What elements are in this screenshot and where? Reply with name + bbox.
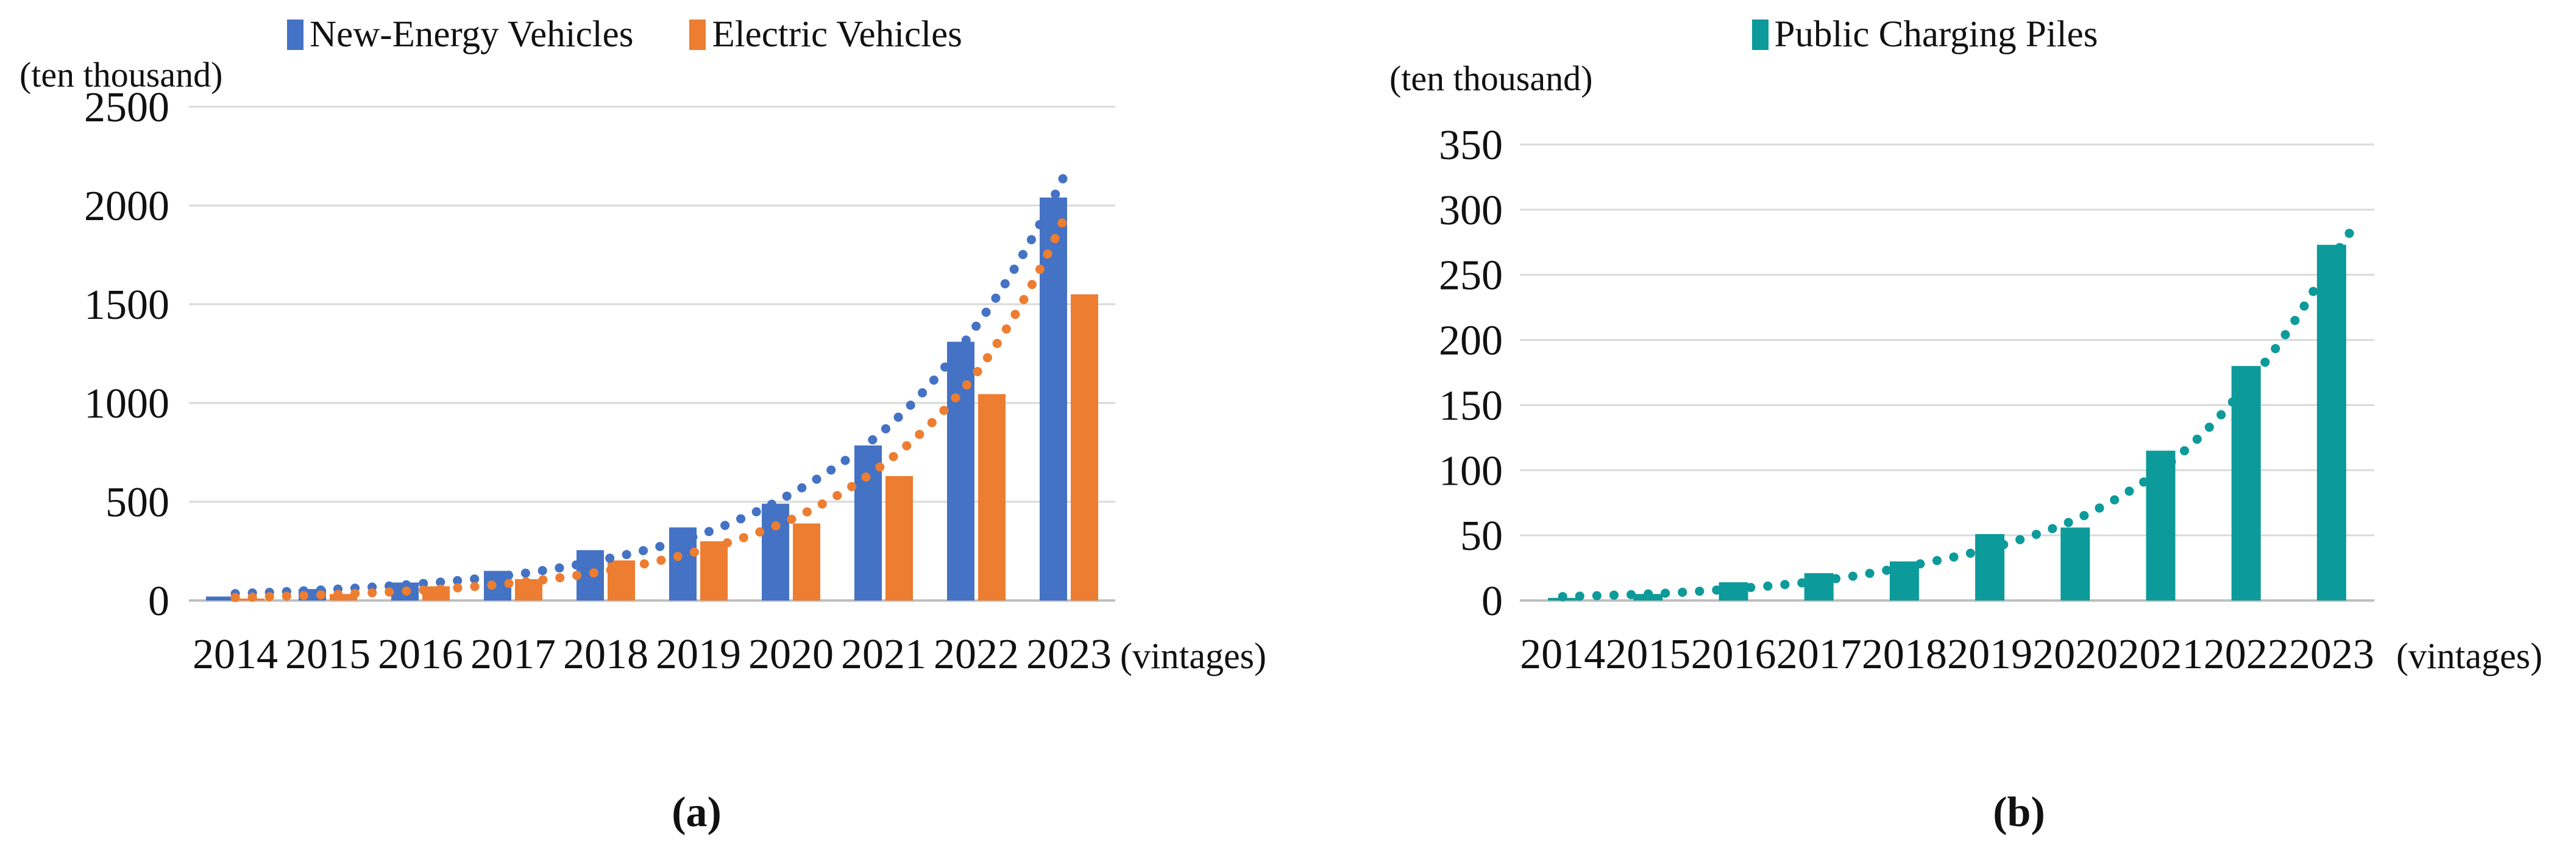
x-tick-label-2017: 2017 — [470, 631, 556, 678]
bar-public-charging-piles-2023 — [2316, 244, 2346, 601]
y-tick-label: 50 — [1460, 513, 1503, 560]
x-tick-label-2020: 2020 — [2032, 631, 2118, 678]
y-tick-label: 150 — [1439, 382, 1503, 429]
bar-new-energy-vehicles-2020 — [762, 504, 789, 601]
x-tick-label-2017: 2017 — [1776, 631, 1862, 678]
y-tick-label: 2000 — [84, 183, 169, 230]
bar-electric-vehicles-2021 — [885, 476, 913, 601]
y-tick-label: 500 — [105, 479, 169, 526]
y-tick-label: 250 — [1439, 252, 1503, 299]
bar-electric-vehicles-2020 — [793, 523, 820, 601]
x-tick-label-2016: 2016 — [378, 631, 463, 678]
bar-public-charging-piles-2020 — [2060, 527, 2090, 601]
y-tick-label: 200 — [1439, 318, 1503, 365]
x-tick-label-2022: 2022 — [934, 631, 1019, 678]
y-tick-label: 300 — [1439, 187, 1503, 234]
x-tick-label-2022: 2022 — [2204, 631, 2289, 678]
y-tick-label: 2500 — [84, 84, 169, 131]
x-tick-label-2015: 2015 — [1605, 631, 1691, 678]
x-tick-label-2023: 2023 — [2289, 631, 2374, 678]
legend-item-electric-vehicles: Electric Vehicles — [689, 16, 962, 53]
bar-new-energy-vehicles-2022 — [947, 341, 974, 601]
x-tick-label-2014: 2014 — [1520, 631, 1605, 678]
bar-new-energy-vehicles-2021 — [854, 445, 882, 601]
x-tick-label-2019: 2019 — [656, 631, 741, 678]
legend-item-public-charging-piles: Public Charging Piles — [1751, 14, 2098, 55]
x-tick-label-2018: 2018 — [1862, 631, 1947, 678]
x-tick-label-2019: 2019 — [1947, 631, 2032, 678]
y-axis-unit-label-b: (ten thousand) — [1389, 59, 1593, 98]
caption-b: (b) — [1993, 789, 2045, 836]
bar-electric-vehicles-2015 — [330, 594, 357, 601]
legend-label: Electric Vehicles — [712, 14, 962, 55]
y-tick-label: 1000 — [84, 380, 169, 427]
chart-panel-a: New-Energy Vehicles Electric Vehicles (te… — [18, 0, 1316, 762]
y-tick-label: 100 — [1439, 447, 1503, 494]
legend-item-new-energy-vehicles: New-Energy Vehicles — [287, 16, 633, 53]
bar-electric-vehicles-2022 — [978, 394, 1006, 601]
x-tick-label-2020: 2020 — [748, 631, 834, 678]
legend-marker-icon — [1751, 19, 1769, 50]
legend-label: Public Charging Piles — [1774, 14, 2098, 55]
legend-marker-icon — [287, 19, 304, 50]
bar-public-charging-piles-2022 — [2231, 366, 2261, 601]
bar-new-energy-vehicles-2023 — [1040, 198, 1067, 601]
x-tick-label-2021: 2021 — [841, 631, 926, 678]
x-tick-label-2015: 2015 — [285, 631, 371, 678]
x-tick-label-2021: 2021 — [2118, 631, 2204, 678]
x-tick-label-2018: 2018 — [563, 631, 648, 678]
y-tick-label: 350 — [1439, 122, 1503, 169]
x-axis-suffix-label: (vintages) — [1120, 636, 1266, 676]
y-tick-label: 0 — [1481, 578, 1503, 625]
y-tick-label: 1500 — [84, 282, 169, 329]
y-axis-unit-label-a: (ten thousand) — [20, 55, 223, 94]
x-axis-suffix-label: (vintages) — [2396, 636, 2542, 676]
legend-label: New-Energy Vehicles — [310, 14, 634, 55]
trendline-public-charging-piles — [1558, 216, 2362, 602]
x-tick-label-2023: 2023 — [1026, 631, 1112, 678]
legend-a: New-Energy Vehicles Electric Vehicles — [0, 16, 1274, 53]
y-tick-label: 0 — [148, 578, 169, 625]
x-tick-label-2014: 2014 — [193, 631, 278, 678]
legend-marker-icon — [689, 19, 706, 50]
trendline-new-energy-vehicles — [230, 161, 1074, 599]
bar-electric-vehicles-2023 — [1071, 294, 1098, 601]
caption-a: (a) — [672, 789, 722, 836]
bar-chart-a: 0 500 1000 1500 2000 2500 2014 2015 2016 2017 2018… — [84, 84, 1266, 678]
bar-new-energy-vehicles-2014 — [206, 596, 233, 601]
chart-panel-b: Public Charging Piles (ten thousand) 0 50… — [1383, 0, 2576, 762]
trendline-electric-vehicles — [230, 202, 1074, 602]
legend-b: Public Charging Piles — [1329, 16, 2521, 53]
x-tick-label-2016: 2016 — [1691, 631, 1776, 678]
